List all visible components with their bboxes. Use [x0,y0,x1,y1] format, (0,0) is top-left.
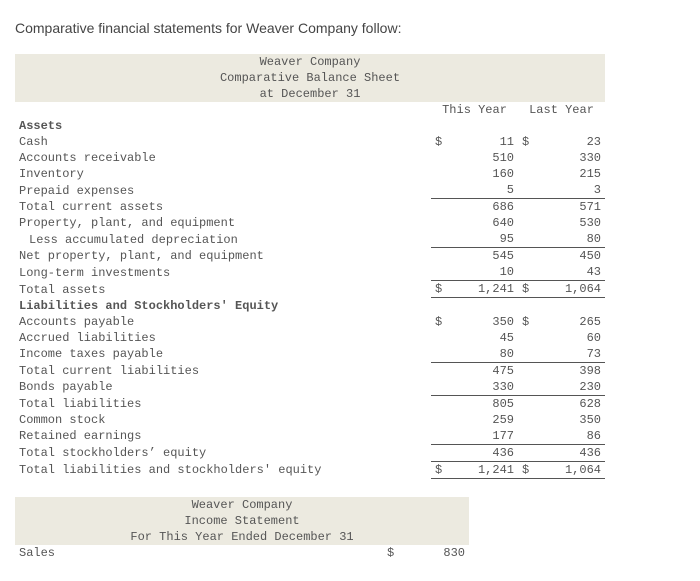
tl-label: Total liabilities [15,395,431,412]
cash-label: Cash [15,134,431,150]
tca-label: Total current assets [15,199,431,216]
row-sales: Sales $ 830 [15,545,469,561]
sales-sym: $ [383,545,401,561]
re-ty: 177 [449,428,518,445]
tcl-ty: 475 [449,362,518,379]
tca-ty: 686 [449,199,518,216]
inv-label: Inventory [15,166,431,182]
cash-ly: 23 [536,134,605,150]
accr-label: Accrued liabilities [15,330,431,346]
prepaid-ly: 3 [536,182,605,199]
ta-ty: 1,241 [449,281,518,298]
cs-label: Common stock [15,412,431,428]
row-ltinv: Long-term investments 10 43 [15,264,605,281]
cash-ty: 11 [449,134,518,150]
netppe-ty: 545 [449,248,518,265]
ppe-ty: 640 [449,215,518,231]
ar-label: Accounts receivable [15,150,431,166]
ppe-ly: 530 [536,215,605,231]
bs-header-1: Weaver Company [15,54,605,70]
tse-ty: 436 [449,444,518,461]
ppe-label: Property, plant, and equipment [15,215,431,231]
tca-ly: 571 [536,199,605,216]
row-ar: Accounts receivable 510 330 [15,150,605,166]
re-label: Retained earnings [15,428,431,445]
row-tlse: Total liabilities and stockholders' equi… [15,461,605,478]
bonds-ly: 230 [536,379,605,396]
assets-heading: Assets [15,118,431,134]
accr-ty: 45 [449,330,518,346]
ap-ly: 265 [536,314,605,330]
ta-label: Total assets [15,281,431,298]
row-tse: Total stockholders’ equity 436 436 [15,444,605,461]
inv-ty: 160 [449,166,518,182]
col-this-year: This Year [431,102,518,118]
intro-text: Comparative financial statements for Wea… [15,20,685,36]
row-accdep: Less accumulated depreciation 95 80 [15,231,605,248]
balance-sheet-table: Weaver Company Comparative Balance Sheet… [15,54,605,497]
ap-ty: 350 [449,314,518,330]
ltinv-ly: 43 [536,264,605,281]
accdep-ly: 80 [536,231,605,248]
bonds-label: Bonds payable [15,379,431,396]
row-tcl: Total current liabilities 475 398 [15,362,605,379]
sales-val: 830 [401,545,469,561]
cs-ly: 350 [536,412,605,428]
tlse-label: Total liabilities and stockholders' equi… [15,461,431,478]
tlse-ly: 1,064 [536,461,605,478]
accdep-label: Less accumulated depreciation [15,231,431,248]
lse-heading: Liabilities and Stockholders' Equity [15,298,431,314]
row-tax: Income taxes payable 80 73 [15,346,605,363]
sales-label: Sales [15,545,383,561]
tl-ty: 805 [449,395,518,412]
prepaid-label: Prepaid expenses [15,182,431,199]
bs-header-3: at December 31 [15,86,605,102]
re-ly: 86 [536,428,605,445]
cash-ly-sym: $ [518,134,536,150]
tcl-label: Total current liabilities [15,362,431,379]
col-last-year: Last Year [518,102,605,118]
ar-ly: 330 [536,150,605,166]
bonds-ty: 330 [449,379,518,396]
tax-ly: 73 [536,346,605,363]
row-ap: Accounts payable $ 350 $ 265 [15,314,605,330]
netppe-label: Net property, plant, and equipment [15,248,431,265]
row-accr: Accrued liabilities 45 60 [15,330,605,346]
tax-label: Income taxes payable [15,346,431,363]
row-ppe: Property, plant, and equipment 640 530 [15,215,605,231]
row-ta: Total assets $ 1,241 $ 1,064 [15,281,605,298]
bs-header-2: Comparative Balance Sheet [15,70,605,86]
ar-ty: 510 [449,150,518,166]
tlse-ty: 1,241 [449,461,518,478]
accdep-ty: 95 [449,231,518,248]
tl-ly: 628 [536,395,605,412]
tax-ty: 80 [449,346,518,363]
prepaid-ty: 5 [449,182,518,199]
row-re: Retained earnings 177 86 [15,428,605,445]
row-tl: Total liabilities 805 628 [15,395,605,412]
inv-ly: 215 [536,166,605,182]
is-header-1: Weaver Company [15,497,469,513]
ltinv-ty: 10 [449,264,518,281]
ta-ly: 1,064 [536,281,605,298]
row-inv: Inventory 160 215 [15,166,605,182]
tcl-ly: 398 [536,362,605,379]
netppe-ly: 450 [536,248,605,265]
row-cash: Cash $ 11 $ 23 [15,134,605,150]
ltinv-label: Long-term investments [15,264,431,281]
row-cs: Common stock 259 350 [15,412,605,428]
row-netppe: Net property, plant, and equipment 545 4… [15,248,605,265]
income-statement-table: Weaver Company Income Statement For This… [15,497,469,561]
row-bonds: Bonds payable 330 230 [15,379,605,396]
cs-ty: 259 [449,412,518,428]
is-header-2: Income Statement [15,513,469,529]
cash-ty-sym: $ [431,134,449,150]
accr-ly: 60 [536,330,605,346]
is-header-3: For This Year Ended December 31 [15,529,469,545]
tse-ly: 436 [536,444,605,461]
tse-label: Total stockholders’ equity [15,444,431,461]
row-tca: Total current assets 686 571 [15,199,605,216]
row-prepaid: Prepaid expenses 5 3 [15,182,605,199]
ap-label: Accounts payable [15,314,431,330]
